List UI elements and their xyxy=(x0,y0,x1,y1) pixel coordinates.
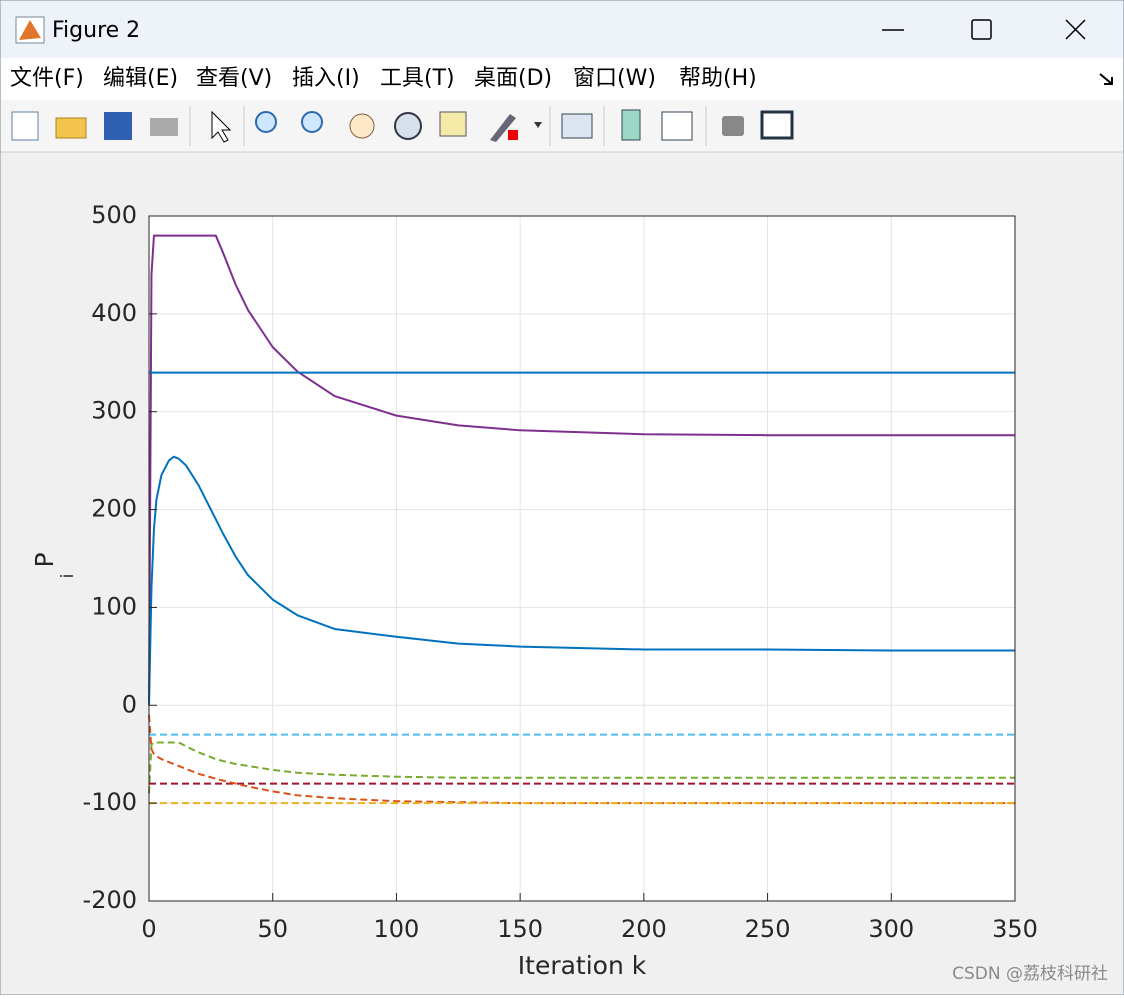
y-tick-label: 400 xyxy=(91,299,137,327)
series-line xyxy=(148,455,1015,706)
title-bar xyxy=(1,1,1123,58)
colorbar-icon[interactable] xyxy=(621,109,641,141)
menu-item[interactable]: 编辑(E) xyxy=(103,66,178,91)
x-tick-label: 150 xyxy=(497,915,543,943)
rotate-icon[interactable] xyxy=(394,112,422,140)
axes-box xyxy=(148,215,1016,902)
pointer-icon[interactable] xyxy=(211,110,232,143)
x-tick-label: 200 xyxy=(621,915,667,943)
y-tick-label: 100 xyxy=(91,592,137,620)
save-icon[interactable] xyxy=(104,112,132,140)
link-icon[interactable] xyxy=(561,113,593,139)
pan-icon[interactable] xyxy=(349,113,375,139)
brush-icon[interactable] xyxy=(490,114,516,142)
y-tick-label: 200 xyxy=(91,495,137,523)
series-line xyxy=(148,234,1015,706)
plot-area xyxy=(149,216,1015,901)
y-tick-label: 0 xyxy=(122,690,137,718)
menu-item[interactable]: 查看(V) xyxy=(196,66,272,91)
menu-item[interactable]: 工具(T) xyxy=(380,66,455,91)
zoom-in-icon[interactable] xyxy=(255,111,277,133)
x-tick-label: 300 xyxy=(868,915,914,943)
y-axis-label-main: P xyxy=(30,552,59,567)
y-axis-label: P i xyxy=(30,552,78,578)
legend-icon[interactable] xyxy=(661,111,693,141)
menu-item[interactable]: 帮助(H) xyxy=(679,66,757,91)
y-tick-label: -100 xyxy=(83,788,137,816)
series-line xyxy=(148,741,1015,794)
menu-item[interactable]: 插入(I) xyxy=(292,66,360,91)
x-tick-label: 350 xyxy=(992,915,1038,943)
y-axis-label-subscript: i xyxy=(58,574,78,579)
menu-bar xyxy=(1,58,1123,100)
brush-color xyxy=(508,130,518,140)
lines xyxy=(148,234,1015,805)
close-button[interactable] xyxy=(1065,19,1086,40)
x-tick-label: 100 xyxy=(374,915,420,943)
maximize-button[interactable] xyxy=(971,19,992,40)
toolbar-icons xyxy=(11,106,794,146)
y-tick-label: -200 xyxy=(83,886,137,914)
x-axis-label: Iteration k xyxy=(518,951,647,980)
zoom-out-icon[interactable] xyxy=(301,111,323,133)
y-tick-label: 500 xyxy=(91,201,137,229)
open-icon[interactable] xyxy=(55,117,87,139)
menu-item[interactable]: 桌面(D) xyxy=(474,66,552,91)
window-title: Figure 2 xyxy=(52,18,140,43)
new-icon[interactable] xyxy=(11,111,39,141)
app-icon-shape xyxy=(19,20,41,40)
dock-arrow[interactable] xyxy=(1099,73,1113,85)
hide-tools-icon[interactable] xyxy=(722,116,744,136)
print-icon[interactable] xyxy=(150,118,178,136)
menu-item[interactable]: 文件(F) xyxy=(10,66,84,91)
brush-menu[interactable] xyxy=(534,122,542,128)
datatip-icon[interactable] xyxy=(439,111,467,137)
watermark: CSDN @荔枝科研社 xyxy=(952,964,1108,984)
dock-icon[interactable] xyxy=(760,110,794,140)
menu-item[interactable]: 窗口(W) xyxy=(573,66,656,91)
x-tick-label: 250 xyxy=(745,915,791,943)
x-tick-label: 0 xyxy=(141,915,156,943)
y-tick-label: 300 xyxy=(91,397,137,425)
x-tick-label: 50 xyxy=(257,915,288,943)
